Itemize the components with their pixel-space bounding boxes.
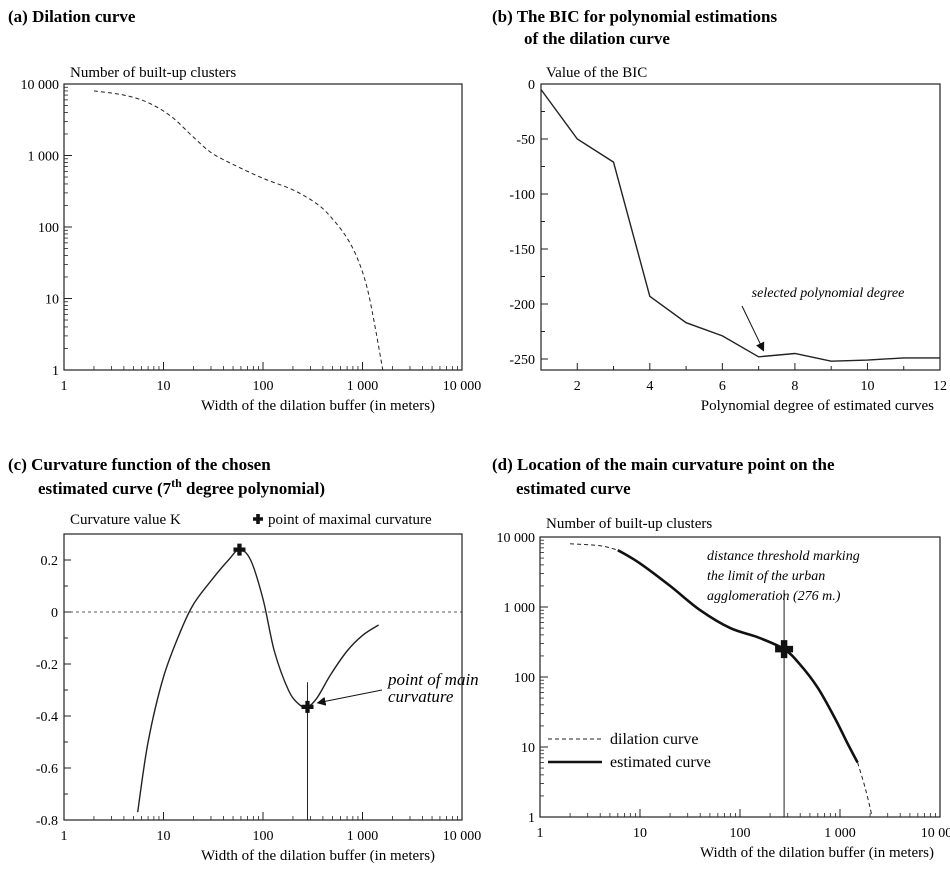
panel-b-title-line2: of the dilation curve <box>524 29 670 48</box>
panel-c-xlabel: Width of the dilation buffer (in meters) <box>201 848 435 864</box>
y-tick-label: -0.8 <box>36 814 58 829</box>
legend-max-curvature-label: point of maximal curvature <box>268 512 432 528</box>
x-tick-label: 4 <box>646 379 653 394</box>
legend-dilation-label: dilation curve <box>610 731 698 748</box>
max-curvature-marker <box>233 543 246 556</box>
x-tick-label: 1 <box>61 829 68 844</box>
panel-c-title-line1: (c) Curvature function of the chosen <box>8 455 271 474</box>
y-tick-label: -100 <box>509 188 535 203</box>
y-tick-label: 1 <box>52 364 59 379</box>
x-tick-label: 10 <box>633 826 647 841</box>
threshold-annotation-line2: the limit of the urban <box>707 569 825 584</box>
main-curvature-annotation-line2: curvature <box>388 687 454 706</box>
panel-d-xlabel: Width of the dilation buffer (in meters) <box>700 845 934 861</box>
threshold-marker <box>775 640 794 659</box>
y-tick-label: 0 <box>51 606 58 621</box>
x-tick-label: 1 <box>537 826 544 841</box>
x-tick-label: 2 <box>574 379 581 394</box>
y-tick-label: 0 <box>528 78 535 93</box>
x-tick-label: 10 <box>860 379 874 394</box>
main-curvature-annotation-line1: point of main <box>387 670 479 689</box>
threshold-annotation-line1: distance threshold marking <box>707 549 860 564</box>
y-tick-label: 10 <box>45 293 59 308</box>
y-tick-label: 10 <box>521 741 535 756</box>
legend-estimated-label: estimated curve <box>610 754 711 771</box>
y-tick-label: 1 000 <box>28 150 60 165</box>
legend-max-curvature-marker <box>253 514 263 524</box>
estimated-curve-line <box>617 548 859 764</box>
panel-c-title-line2: estimated curve (7th degree polynomial) <box>38 476 325 498</box>
panel-d-title-line1: (d) Location of the main curvature point… <box>492 455 835 474</box>
y-tick-label: -50 <box>516 133 535 148</box>
y-tick-label: -0.4 <box>36 710 58 725</box>
dilation-curve-head <box>570 543 618 551</box>
y-tick-label: 100 <box>38 221 59 236</box>
x-tick-label: 100 <box>253 379 274 394</box>
main-curvature-arrow <box>316 689 383 706</box>
x-tick-label: 12 <box>933 379 947 394</box>
selected-degree-arrow <box>741 305 765 352</box>
y-tick-label: 100 <box>514 671 535 686</box>
dilation-curve-line <box>93 90 384 371</box>
y-tick-label: 1 <box>528 811 535 826</box>
y-tick-label: -0.2 <box>36 658 58 673</box>
plot-frame-a <box>63 83 463 371</box>
panel-a-title: (a) Dilation curve <box>8 7 136 26</box>
x-tick-label: 10 <box>157 379 171 394</box>
x-tick-label: 1 000 <box>347 379 379 394</box>
x-tick-label: 1 000 <box>824 826 856 841</box>
panel-a-ylabel: Number of built-up clusters <box>70 65 236 81</box>
panel-d-ylabel: Number of built-up clusters <box>546 516 712 532</box>
y-tick-label: -250 <box>509 353 535 368</box>
y-tick-label: -200 <box>509 298 535 313</box>
y-tick-label: 0.2 <box>41 554 59 569</box>
title-part: degree polynomial) <box>182 479 325 498</box>
dilation-curve-tail <box>857 762 873 818</box>
x-tick-label: 100 <box>253 829 274 844</box>
panel-b-ylabel: Value of the BIC <box>546 65 647 81</box>
title-part: estimated curve (7 <box>38 479 172 498</box>
x-tick-label: 10 000 <box>443 379 482 394</box>
curvature-line <box>137 548 379 813</box>
y-tick-label: -150 <box>509 243 535 258</box>
x-tick-label: 1 <box>61 379 68 394</box>
x-tick-label: 8 <box>791 379 798 394</box>
main-curvature-marker <box>301 700 314 713</box>
x-tick-label: 10 000 <box>921 826 950 841</box>
x-tick-label: 10 <box>157 829 171 844</box>
panel-b-xlabel: Polynomial degree of estimated curves <box>701 398 934 414</box>
x-tick-label: 100 <box>730 826 751 841</box>
x-tick-label: 1 000 <box>347 829 379 844</box>
x-tick-label: 6 <box>719 379 726 394</box>
panel-d-title-line2: estimated curve <box>516 479 631 498</box>
plot-frame-b <box>540 83 941 371</box>
panel-c-ylabel: Curvature value K <box>70 512 181 528</box>
y-tick-label: -0.6 <box>36 762 58 777</box>
x-tick-label: 10 000 <box>443 829 482 844</box>
y-tick-label: 1 000 <box>504 601 536 616</box>
panel-b-title-line1: (b) The BIC for polynomial estimations <box>492 7 777 26</box>
bic-line <box>540 89 940 362</box>
panel-a-xlabel: Width of the dilation buffer (in meters) <box>201 398 435 414</box>
y-tick-label: 10 000 <box>497 531 536 546</box>
title-superscript: th <box>171 476 182 490</box>
y-tick-label: 10 000 <box>21 78 60 93</box>
threshold-annotation-line3: agglomeration (276 m.) <box>707 589 841 604</box>
selected-degree-annotation: selected polynomial degree <box>752 286 905 301</box>
